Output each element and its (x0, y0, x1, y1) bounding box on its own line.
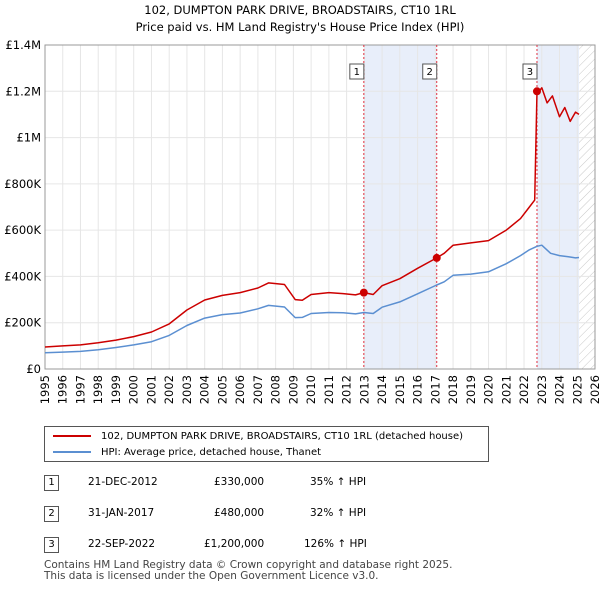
transaction-price: £330,000 (214, 476, 265, 488)
plot-frame (44, 44, 596, 370)
x-tick-label: 2011 (322, 375, 336, 404)
legend-item-hpi: HPI: Average price, detached house, Than… (53, 445, 321, 459)
x-tick-label: 1998 (91, 375, 105, 404)
legend: 102, DUMPTON PARK DRIVE, BROADSTAIRS, CT… (44, 426, 489, 462)
x-tick-label: 2021 (499, 375, 513, 404)
x-tick-label: 2001 (144, 375, 158, 404)
x-tick-label: 2004 (198, 375, 212, 404)
sale-point (432, 253, 441, 262)
y-tick-label: £0 (26, 362, 41, 376)
sale-point (532, 87, 541, 96)
sale-marker-label: 3 (527, 67, 533, 78)
x-tick-label: 2008 (269, 375, 283, 404)
sale-marker-box (349, 63, 365, 80)
plot-area (45, 45, 595, 369)
sale-marker-label: 1 (354, 67, 360, 78)
x-tick-label: 2023 (535, 375, 549, 404)
x-tick-label: 2017 (428, 375, 442, 404)
transaction-hpi-change: 32% ↑ HPI (310, 507, 367, 519)
x-tick-label: 2003 (180, 375, 194, 404)
hpi-line (44, 244, 580, 354)
price-chart: £0 £200K £400K £600K £800K £1M £1.2M £1.4M 1995 1… (4, 38, 600, 404)
transaction-hpi-change: 126% ↑ HPI (304, 538, 367, 550)
legend-hpi-label: HPI: Average price, detached house, Than… (101, 446, 322, 458)
chart-title: 102, DUMPTON PARK DRIVE, BROADSTAIRS, CT… (144, 3, 456, 17)
x-tick-label: 1997 (73, 375, 87, 404)
x-tick-label: 2018 (446, 375, 460, 404)
y-tick-label: £1.4M (5, 38, 41, 52)
transaction-date: 31-JAN-2017 (88, 507, 155, 519)
x-tick-label: 2019 (464, 375, 478, 404)
transaction-number-badge: 1 (44, 475, 59, 491)
transaction-number-badge: 2 (44, 506, 59, 522)
x-tick-label: 2015 (393, 375, 407, 404)
x-tick-label: 2010 (304, 375, 318, 404)
y-tick-label: £400K (4, 269, 41, 283)
x-tick-label: 2025 (570, 375, 584, 404)
y-tick-label: £200K (4, 316, 41, 330)
x-tick-label: 2012 (340, 375, 354, 404)
x-tick-label: 2020 (482, 375, 496, 404)
legend-item-property: 102, DUMPTON PARK DRIVE, BROADSTAIRS, CT… (53, 429, 463, 443)
x-tick-label: 1999 (109, 375, 123, 404)
x-tick-label: 2006 (233, 375, 247, 404)
transaction-date: 21-DEC-2012 (88, 476, 158, 488)
transaction-date: 22-SEP-2022 (88, 538, 156, 550)
x-tick-label: 2024 (553, 375, 567, 404)
x-tick-label: 2022 (517, 375, 531, 404)
sale-marker-label: 2 (427, 67, 433, 78)
forecast-hatch (579, 45, 595, 369)
footer-licence: This data is licensed under the Open Gov… (44, 570, 379, 582)
y-tick-label: £1M (16, 131, 41, 145)
x-tick-label: 2005 (215, 375, 229, 404)
x-tick-label: 2014 (375, 375, 389, 404)
footer-copyright: Contains HM Land Registry data © Crown c… (44, 559, 453, 571)
x-tick-label: 1995 (38, 375, 52, 404)
chart-subtitle: Price paid vs. HM Land Registry's House … (135, 20, 465, 34)
x-tick-label: 2002 (162, 375, 176, 404)
x-tick-label: 2026 (588, 375, 600, 404)
transaction-number-badge: 3 (44, 537, 59, 553)
x-tick-label: 2016 (411, 375, 425, 404)
sale-point (359, 288, 368, 297)
x-tick-label: 2000 (127, 375, 141, 404)
ownership-period-shade (536, 45, 580, 369)
transaction-price: £480,000 (214, 507, 265, 519)
legend-property-label: 102, DUMPTON PARK DRIVE, BROADSTAIRS, CT… (101, 430, 464, 442)
property-line-swatch (53, 435, 91, 437)
x-tick-label: 2013 (357, 375, 371, 404)
transaction-hpi-change: 35% ↑ HPI (310, 476, 367, 488)
sale-marker-box (522, 63, 538, 80)
x-tick-label: 2009 (286, 375, 300, 404)
x-tick-label: 1996 (56, 375, 70, 404)
y-tick-label: £800K (4, 177, 41, 191)
sale-marker-box (422, 63, 438, 80)
y-tick-label: £1.2M (5, 84, 41, 98)
footer-note: Contains HM Land Registry data © Crown c… (44, 560, 452, 582)
property-price-line (44, 87, 580, 348)
hpi-line-swatch (53, 451, 91, 453)
y-tick-label: £600K (4, 223, 41, 237)
x-tick-label: 2007 (251, 375, 265, 404)
transaction-price: £1,200,000 (204, 538, 265, 550)
